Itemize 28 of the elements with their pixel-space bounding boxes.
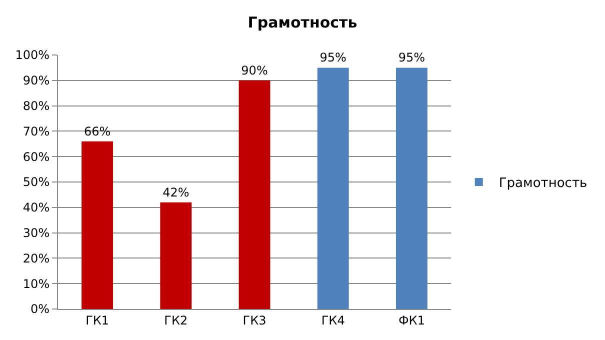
y-tick-label: 10% — [22, 276, 50, 291]
data-label: 90% — [241, 63, 268, 78]
y-tick-label: 90% — [22, 74, 50, 88]
bar — [160, 202, 192, 309]
y-tick-label: 50% — [22, 175, 50, 190]
x-tick-label: ГК3 — [242, 313, 266, 328]
y-tick-label: 80% — [22, 99, 50, 113]
bar — [317, 68, 349, 309]
chart-title: Грамотность — [248, 14, 358, 32]
y-tick-label: 30% — [22, 226, 50, 240]
y-tick-label: 60% — [22, 150, 50, 164]
data-label: 95% — [398, 50, 426, 65]
bar — [82, 141, 114, 309]
y-tick-label: 20% — [22, 251, 50, 266]
bar — [238, 80, 270, 309]
x-tick-label: ФК1 — [398, 313, 425, 328]
data-label: 66% — [84, 124, 111, 138]
bar — [396, 68, 428, 309]
x-tick-label: ГК2 — [164, 313, 188, 328]
data-label: 42% — [162, 185, 190, 200]
y-tick-label: 0% — [30, 302, 50, 316]
y-tick-label: 100% — [15, 48, 50, 62]
legend-label: Грамотность — [498, 176, 588, 192]
x-tick-label: ГК4 — [321, 313, 345, 328]
data-label: 95% — [320, 50, 346, 65]
y-tick-label: 70% — [22, 124, 50, 138]
y-tick-label: 40% — [22, 200, 50, 215]
x-tick-label: ГК1 — [86, 313, 110, 328]
